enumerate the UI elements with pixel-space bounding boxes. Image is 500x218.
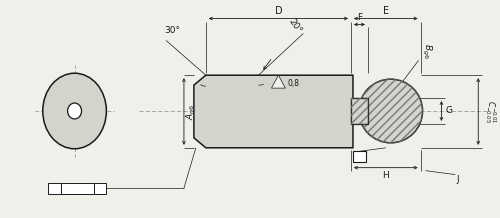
Text: 20°: 20° — [287, 17, 304, 35]
Bar — [351, 98, 368, 124]
Ellipse shape — [43, 73, 106, 149]
Text: F: F — [357, 12, 362, 22]
Bar — [354, 151, 366, 162]
Bar — [94, 183, 106, 194]
Text: A: A — [356, 152, 363, 161]
Text: J: J — [456, 175, 459, 184]
Text: 0,8: 0,8 — [288, 79, 300, 88]
Polygon shape — [272, 75, 285, 88]
Text: H: H — [382, 171, 389, 180]
Bar — [351, 98, 368, 124]
Text: A: A — [98, 184, 103, 192]
Text: ◎: ◎ — [50, 184, 58, 192]
Ellipse shape — [68, 103, 82, 119]
Circle shape — [359, 79, 422, 143]
Text: $B_{g6}$: $B_{g6}$ — [420, 43, 432, 59]
Text: 30°: 30° — [164, 26, 180, 35]
Text: G: G — [446, 106, 452, 116]
Text: $C^{-0.01}_{-0.05}$: $C^{-0.01}_{-0.05}$ — [483, 100, 498, 123]
Text: $A_{n6}$: $A_{n6}$ — [184, 103, 197, 120]
Bar — [60, 183, 94, 194]
Text: E: E — [382, 5, 389, 15]
Text: D: D — [274, 5, 282, 15]
Polygon shape — [194, 75, 353, 148]
Text: Ø0,01: Ø0,01 — [66, 184, 90, 192]
Bar — [48, 183, 60, 194]
